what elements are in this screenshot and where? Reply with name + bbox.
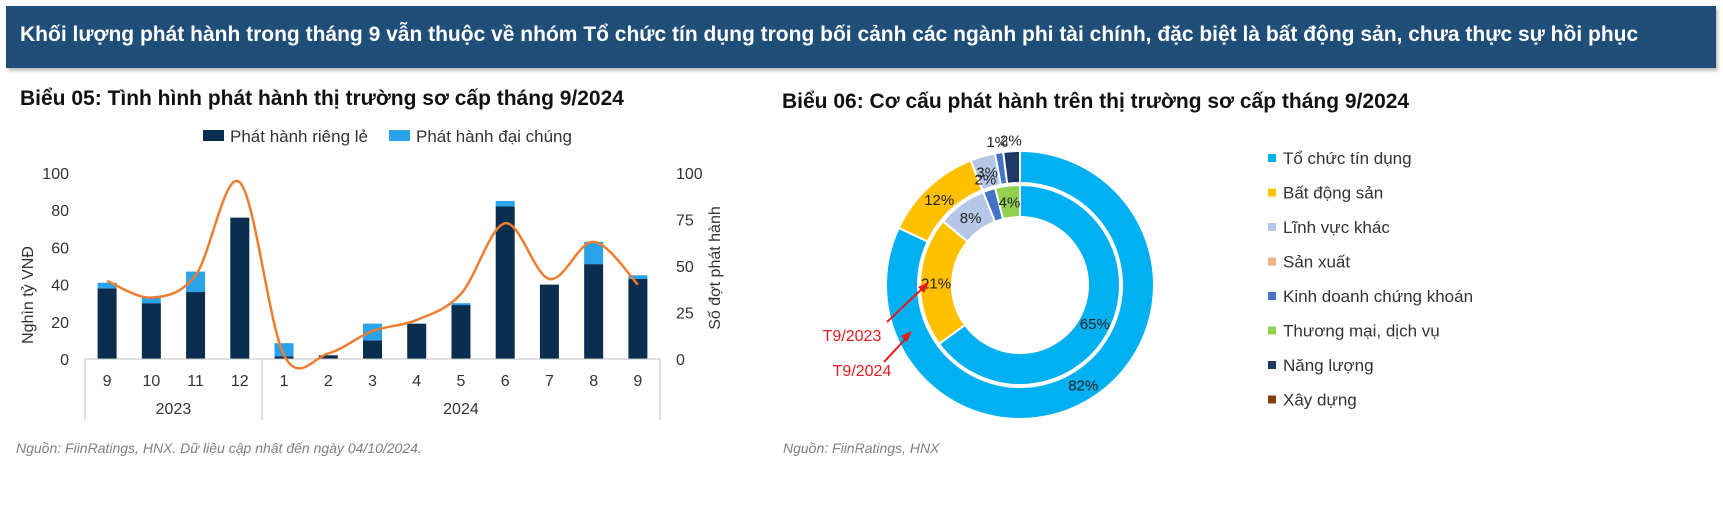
legend-swatch <box>1268 257 1276 266</box>
chart05-title: Biểu 05: Tình hình phát hành thị trường … <box>20 87 624 110</box>
year-label: 2024 <box>443 401 479 418</box>
y-tick-label: 80 <box>51 203 69 220</box>
y2-tick-label: 100 <box>676 166 703 183</box>
bar-public <box>186 271 206 293</box>
header-banner: Khối lượng phát hành trong tháng 9 vẫn t… <box>6 6 1716 68</box>
legend-label: Bất động sản <box>1283 184 1383 203</box>
source-note-left: Nguồn: FiinRatings, HNX. Dữ liệu cập nhậ… <box>16 440 422 456</box>
bar-public <box>97 282 117 289</box>
x-tick-label: 12 <box>231 373 249 390</box>
bar-private <box>141 303 161 359</box>
bar-private <box>318 355 338 359</box>
legend-label-public: Phát hành đại chúng <box>416 127 572 146</box>
y-tick-label: 40 <box>51 278 69 295</box>
x-tick-label: 3 <box>368 373 377 390</box>
inner-slice-label: 65% <box>1080 316 1110 333</box>
y2-tick-label: 25 <box>676 306 694 323</box>
x-tick-label: 5 <box>457 373 466 390</box>
bar-public <box>141 297 161 304</box>
banner-text: Khối lượng phát hành trong tháng 9 vẫn t… <box>20 23 1639 46</box>
legend-swatch <box>1268 395 1276 404</box>
legend-swatch <box>1268 154 1276 162</box>
issuance-count-line <box>106 179 639 370</box>
legend-swatch <box>1268 188 1276 197</box>
y-tick-label: 100 <box>42 166 69 183</box>
x-tick-label: 4 <box>412 373 421 390</box>
inner-slice-label: 21% <box>921 275 951 292</box>
legend-swatch <box>1268 223 1276 231</box>
source-note-right: Nguồn: FiinRatings, HNX <box>783 440 940 456</box>
legend-swatch-private <box>203 130 224 141</box>
inner-slice-label: 2% <box>975 171 997 188</box>
inner-ring-label: T9/2023 <box>823 328 882 345</box>
legend-label: Tổ chức tín dụng <box>1283 149 1412 168</box>
chart06-title: Biểu 06: Cơ cấu phát hành trên thị trườn… <box>782 90 1410 113</box>
inner-ring-arrowhead <box>918 282 929 293</box>
x-tick-label: 8 <box>589 373 598 390</box>
series-annotations: T9/2023 T9/2024 <box>823 282 929 380</box>
bar-private <box>628 279 648 359</box>
y2-tick-label: 50 <box>676 259 694 276</box>
bar-private <box>495 206 515 359</box>
outer-slice-label: 3% <box>976 165 998 182</box>
legend-label: Kinh doanh chứng khoán <box>1283 287 1473 306</box>
bar-public <box>495 200 515 207</box>
bar-private <box>539 284 559 359</box>
y2-axis-label: Số đợt phát hành <box>707 206 724 329</box>
bar-public <box>451 303 471 306</box>
x-tick-label: 9 <box>633 373 642 390</box>
outer-ring-label: T9/2024 <box>833 363 892 380</box>
legend-label: Sản xuất <box>1283 253 1350 272</box>
outer-slice-label: 82% <box>1068 378 1098 395</box>
bar-private <box>363 340 382 359</box>
outer-slice-label: 1% <box>986 134 1008 151</box>
legend-label-private: Phát hành riêng lẻ <box>230 127 368 146</box>
y-axis-label: Nghìn tỷ VNĐ <box>20 246 37 344</box>
legend-label: Lĩnh vực khác <box>1283 218 1390 237</box>
x-tick-label: 10 <box>142 373 160 390</box>
x-tick-label: 11 <box>187 373 204 390</box>
bar-private <box>451 305 471 359</box>
donut-legend: Tổ chức tín dụng Bất động sản Lĩnh vực khá… <box>1268 149 1473 410</box>
x-tick-label: 1 <box>280 373 289 390</box>
y2-tick-label: 75 <box>676 213 694 230</box>
x-tick-label: 7 <box>545 373 554 390</box>
legend-label: Năng lượng <box>1283 356 1374 375</box>
inner-slice <box>993 183 1021 221</box>
outer-slice-label: 12% <box>924 192 954 209</box>
y-tick-label: 0 <box>60 352 69 369</box>
outer-slice-label: 2% <box>1000 132 1022 149</box>
bar-private <box>584 264 604 359</box>
legend-swatch <box>1268 326 1276 335</box>
legend-swatch <box>1268 292 1276 300</box>
inner-slice-label: 4% <box>999 195 1021 212</box>
x-tick-label: 2 <box>324 373 333 390</box>
bar-private <box>186 292 206 359</box>
x-tick-label: 9 <box>103 373 112 390</box>
y-tick-label: 20 <box>51 315 69 332</box>
legend-label: Thương mại, dịch vụ <box>1283 322 1440 341</box>
inner-slice-label: 8% <box>960 210 982 227</box>
outer-slice <box>885 149 1155 420</box>
legend-swatch-public <box>389 130 410 141</box>
legend-label: Xây dựng <box>1283 391 1357 410</box>
outer-slice <box>1002 149 1021 185</box>
bar-legend: Phát hành riêng lẻ Phát hành đại chúng <box>203 127 572 146</box>
inner-slice <box>937 183 1121 386</box>
bar-public <box>584 241 604 265</box>
legend-swatch <box>1268 361 1276 369</box>
x-tick-label: 6 <box>501 373 510 390</box>
bar-public <box>628 275 648 280</box>
y-tick-label: 60 <box>51 240 69 257</box>
outer-ring-arrowhead <box>901 331 912 342</box>
year-label: 2023 <box>156 401 192 418</box>
bar-private <box>97 288 117 359</box>
y2-tick-label: 0 <box>676 352 685 369</box>
inner-ring-arrow <box>886 284 927 323</box>
bar-private <box>230 217 250 359</box>
bar-private <box>407 323 427 359</box>
